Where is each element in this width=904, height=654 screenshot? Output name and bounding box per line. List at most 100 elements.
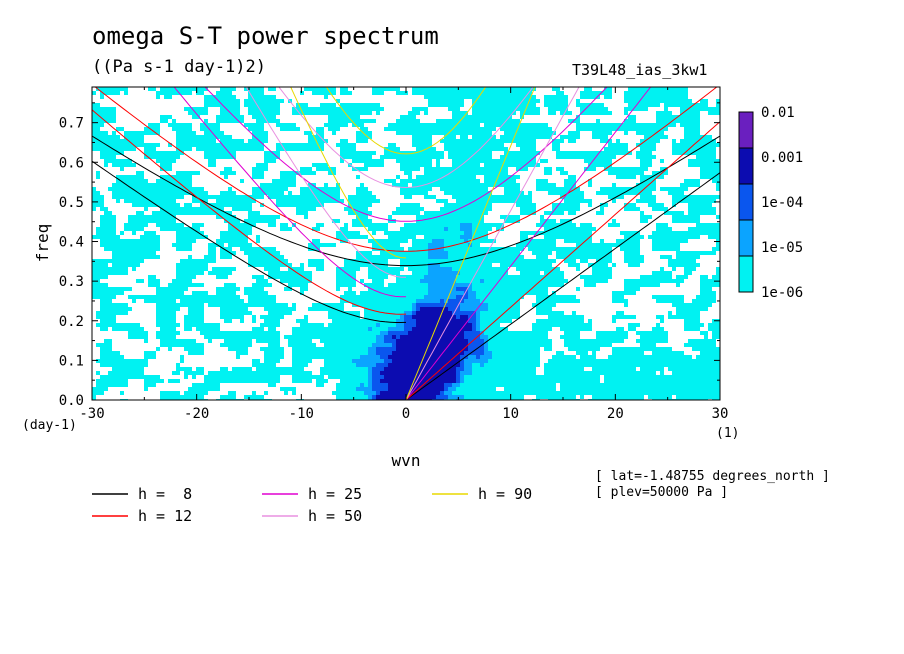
heat-cell xyxy=(672,91,676,95)
heat-cell xyxy=(672,191,676,195)
heat-cell xyxy=(96,135,100,139)
heat-cell xyxy=(524,135,528,139)
heat-cell xyxy=(320,243,324,247)
heat-cell xyxy=(276,259,280,263)
heat-cell xyxy=(320,163,324,167)
heat-cell xyxy=(184,127,188,131)
heat-cell xyxy=(164,179,168,183)
heat-cell xyxy=(684,143,688,147)
heat-cell xyxy=(532,111,536,115)
heat-cell xyxy=(644,99,648,103)
heat-cell xyxy=(584,243,588,247)
heat-cell xyxy=(460,231,464,235)
heat-cell xyxy=(476,95,480,99)
heat-cell xyxy=(676,95,680,99)
heat-cell xyxy=(332,131,336,135)
heat-cell xyxy=(96,131,100,135)
heat-cell xyxy=(240,227,244,231)
heat-cell xyxy=(532,163,536,167)
heat-cell xyxy=(264,139,268,143)
heat-cell xyxy=(248,199,252,203)
heat-cell xyxy=(520,247,524,251)
heat-cell xyxy=(160,219,164,223)
heat-cell xyxy=(544,299,548,303)
heat-cell xyxy=(572,195,576,199)
heat-cell xyxy=(676,235,680,239)
heat-cell xyxy=(364,107,368,111)
heat-cell xyxy=(280,271,284,275)
heat-cell xyxy=(368,191,372,195)
heat-cell xyxy=(512,151,516,155)
heat-cell xyxy=(336,219,340,223)
heat-cell xyxy=(556,247,560,251)
heat-cell xyxy=(456,167,460,171)
heat-cell xyxy=(136,143,140,147)
heat-cell xyxy=(704,283,708,287)
heat-cell xyxy=(356,223,360,227)
heat-cell xyxy=(456,203,460,207)
heat-cell xyxy=(136,211,140,215)
heat-cell xyxy=(376,163,380,167)
heat-cell xyxy=(512,283,516,287)
heat-cell xyxy=(132,299,136,303)
heat-cell xyxy=(148,275,152,279)
heat-cell xyxy=(568,251,572,255)
heat-cell xyxy=(412,235,416,239)
heat-cell xyxy=(156,191,160,195)
heat-cell xyxy=(380,255,384,259)
heat-cell xyxy=(432,175,436,179)
heat-cell xyxy=(684,119,688,123)
heat-cell xyxy=(580,247,584,251)
heat-cell xyxy=(572,223,576,227)
heat-cell xyxy=(148,219,152,223)
heat-cell xyxy=(152,203,156,207)
heat-cell xyxy=(484,247,488,251)
heat-cell xyxy=(424,239,428,243)
heat-cell xyxy=(236,203,240,207)
heat-cell xyxy=(256,115,260,119)
heat-cell xyxy=(484,259,488,263)
heat-cell xyxy=(564,195,568,199)
heat-cell xyxy=(416,299,420,303)
heat-cell xyxy=(408,235,412,239)
heat-cell xyxy=(700,231,704,235)
heat-cell xyxy=(252,263,256,267)
heat-cell xyxy=(580,227,584,231)
heat-cell xyxy=(568,179,572,183)
heat-cell xyxy=(572,131,576,135)
heat-cell xyxy=(284,147,288,151)
heat-cell xyxy=(464,147,468,151)
heat-cell xyxy=(92,91,96,95)
heat-cell xyxy=(424,287,428,291)
heat-cell xyxy=(176,207,180,211)
heat-cell xyxy=(300,147,304,151)
heat-cell xyxy=(144,207,148,211)
heat-cell xyxy=(264,159,268,163)
heat-cell xyxy=(364,127,368,131)
heat-cell xyxy=(344,223,348,227)
heat-cell xyxy=(364,207,368,211)
heat-cell xyxy=(624,119,628,123)
heat-cell xyxy=(156,219,160,223)
heat-cell xyxy=(132,187,136,191)
heat-cell xyxy=(260,287,264,291)
heat-cell xyxy=(500,215,504,219)
heat-cell xyxy=(648,159,652,163)
heat-cell xyxy=(404,127,408,131)
heat-cell xyxy=(296,171,300,175)
heat-cell xyxy=(220,135,224,139)
heat-cell xyxy=(528,211,532,215)
heat-cell xyxy=(464,167,468,171)
heat-cell xyxy=(348,155,352,159)
heat-cell xyxy=(440,91,444,95)
heat-cell xyxy=(500,147,504,151)
heat-cell xyxy=(672,87,676,91)
heat-cell xyxy=(224,199,228,203)
heat-cell xyxy=(240,195,244,199)
heat-cell xyxy=(572,247,576,251)
heat-cell xyxy=(256,259,260,263)
heat-cell xyxy=(296,195,300,199)
heat-cell xyxy=(480,263,484,267)
heat-cell xyxy=(256,175,260,179)
heat-cell xyxy=(288,275,292,279)
